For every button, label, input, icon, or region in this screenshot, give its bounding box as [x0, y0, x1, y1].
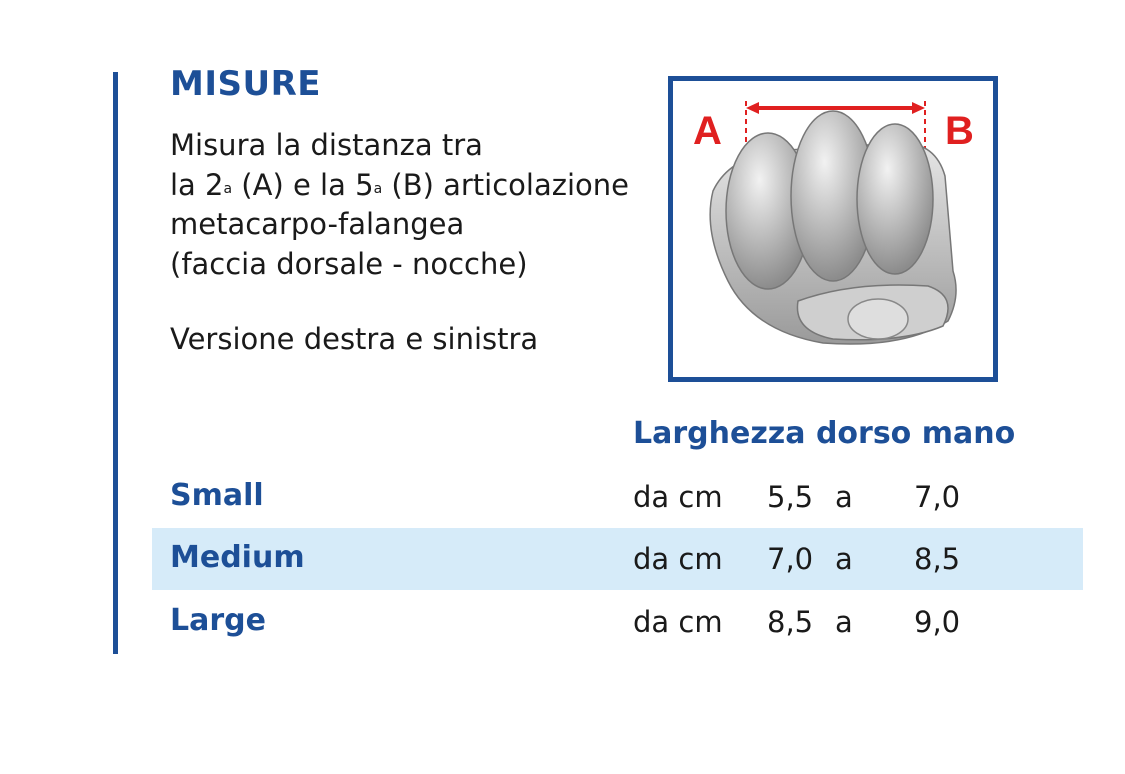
size-label: Small	[170, 478, 264, 513]
section-title: MISURE	[170, 64, 321, 104]
size-row-small: Small da cm 5,5 a 7,0	[152, 466, 1083, 528]
to-value: 9,0	[914, 605, 961, 639]
size-row-large: Large da cm 8,5 a 9,0	[152, 591, 1083, 653]
size-label: Medium	[170, 540, 305, 575]
from-value: 7,0	[767, 542, 814, 576]
fist-measurement-image: A B	[668, 76, 998, 382]
to-label: a	[835, 480, 853, 514]
description-line-4: (faccia dorsale - nocche)	[170, 246, 528, 281]
point-b-label: B	[945, 109, 974, 153]
from-value: 5,5	[767, 480, 814, 514]
description-line-3: metacarpo-falangea	[170, 207, 465, 241]
to-label: a	[835, 542, 853, 576]
description-line-1: Misura la distanza tra	[170, 128, 483, 162]
from-label: da cm	[633, 605, 723, 639]
to-value: 8,5	[914, 542, 961, 576]
from-value: 8,5	[767, 605, 814, 639]
description-line-2: la 2a (A) e la 5a (B) articolazione	[170, 167, 629, 202]
size-label: Large	[170, 603, 266, 638]
point-a-label: A	[693, 109, 722, 153]
from-label: da cm	[633, 480, 723, 514]
measure-description: Misura la distanza tra la 2a (A) e la 5a…	[170, 126, 629, 284]
version-note: Versione destra e sinistra	[170, 322, 539, 356]
fist-illustration	[709, 101, 957, 345]
column-header: Larghezza dorso mano	[633, 416, 1016, 451]
from-label: da cm	[633, 542, 723, 576]
to-label: a	[835, 605, 853, 639]
accent-bar	[113, 72, 118, 654]
size-row-medium: Medium da cm 7,0 a 8,5	[152, 528, 1083, 590]
to-value: 7,0	[914, 480, 961, 514]
